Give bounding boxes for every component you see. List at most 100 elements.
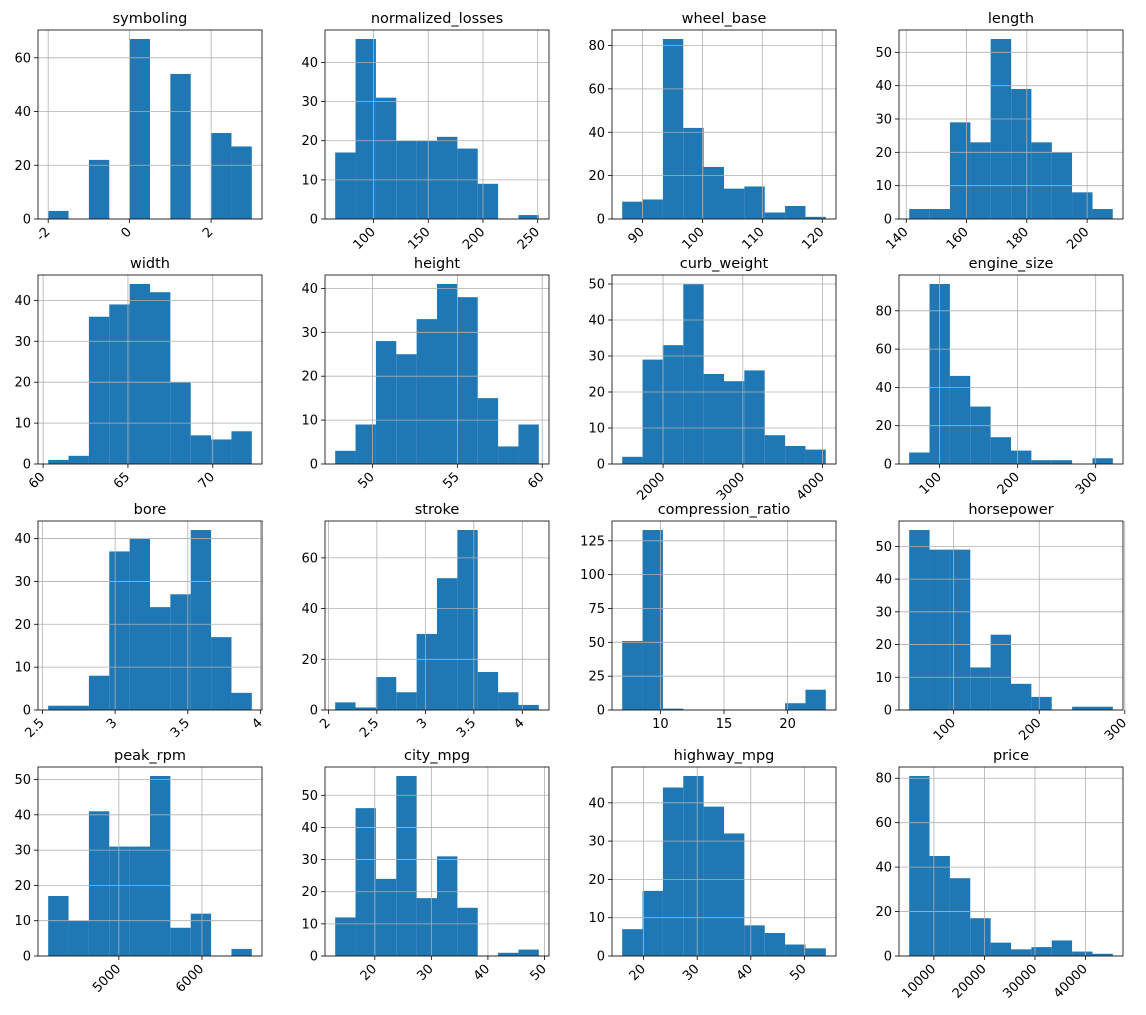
y-tick-label: 20 xyxy=(588,386,605,401)
axes-frame xyxy=(898,520,1124,711)
y-tick-label: 30 xyxy=(588,835,605,850)
y-tick-label: 20 xyxy=(875,146,892,161)
histogram-bar xyxy=(662,39,684,219)
histogram-bar xyxy=(170,73,191,219)
x-tick-label: 3 xyxy=(104,716,120,732)
y-tick-label: 20 xyxy=(301,370,318,385)
y-tick-label: 0 xyxy=(884,458,892,473)
x-tick-label: 15 xyxy=(716,717,733,732)
histogram-bar xyxy=(335,450,356,464)
histogram-bar xyxy=(724,381,745,464)
y-tick-label: 30 xyxy=(301,95,318,110)
panel-title: compression_ratio xyxy=(658,502,791,518)
histogram-bar xyxy=(518,424,539,464)
x-tick-label: 6000 xyxy=(173,962,207,996)
histogram-panel-stroke: stroke 0 20 40 60 2 2.5 3 3.5 4 xyxy=(301,502,550,741)
y-tick-label: 50 xyxy=(875,540,892,555)
histogram-bar xyxy=(48,210,69,219)
histogram-bar xyxy=(970,406,991,464)
y-tick-label: 50 xyxy=(875,46,892,61)
histogram-bar xyxy=(190,530,212,710)
histogram-bar xyxy=(990,634,1011,710)
panel-title: bore xyxy=(134,502,167,518)
histogram-bar xyxy=(1092,953,1113,956)
histogram-bar xyxy=(355,39,376,219)
histogram-bar xyxy=(355,707,376,710)
x-tick-label: 140 xyxy=(883,225,911,253)
y-tick-label: 10 xyxy=(14,661,31,676)
x-tick-label: 200 xyxy=(995,470,1023,498)
axes-frame xyxy=(611,29,837,220)
y-tick-label: 0 xyxy=(23,950,31,965)
y-tick-label: 20 xyxy=(14,159,31,174)
x-tick-label: -2 xyxy=(34,225,54,245)
histogram-bar xyxy=(805,689,826,710)
y-tick-label: 40 xyxy=(875,381,892,396)
histogram-bar xyxy=(375,97,397,219)
histogram-panel-normalized_losses: normalized_losses 0 10 20 30 40 100 150 200 250 xyxy=(301,11,550,253)
histogram-panel-horsepower: horsepower 0 10 20 30 40 50 100 200 300 xyxy=(875,502,1130,744)
axes-frame xyxy=(37,766,263,957)
x-tick-label: 70 xyxy=(196,470,218,492)
y-tick-label: 60 xyxy=(14,51,31,66)
histogram-bar xyxy=(949,549,971,710)
x-tick-label: 50 xyxy=(356,470,378,492)
y-tick-label: 40 xyxy=(14,532,31,547)
histogram-bar xyxy=(683,284,704,464)
histogram-bar xyxy=(1011,683,1032,710)
panel-title: stroke xyxy=(415,502,460,518)
y-tick-label: 10 xyxy=(301,173,318,188)
y-tick-label: 40 xyxy=(588,126,605,141)
histogram-bar xyxy=(642,530,663,710)
histogram-bar xyxy=(88,159,110,219)
axes-frame xyxy=(611,766,837,957)
histogram-bar xyxy=(416,898,437,956)
histogram-bar xyxy=(109,304,130,464)
x-tick-label: 3000 xyxy=(714,470,748,504)
x-tick-label: 5000 xyxy=(90,962,124,996)
y-tick-label: 20 xyxy=(875,905,892,920)
axes-frame xyxy=(37,274,263,465)
histogram-bar xyxy=(477,183,499,219)
x-tick-label: 3.5 xyxy=(454,716,479,741)
histogram-bar xyxy=(1051,460,1073,464)
histogram-bar xyxy=(683,776,704,956)
x-tick-label: 50 xyxy=(787,962,809,984)
histogram-bar xyxy=(1072,951,1093,956)
axes-frame xyxy=(898,29,1124,220)
histogram-bar xyxy=(929,549,950,710)
y-tick-label: 40 xyxy=(588,796,605,811)
histogram-bar xyxy=(437,284,458,464)
y-tick-label: 30 xyxy=(588,350,605,365)
panel-title: price xyxy=(993,748,1029,764)
histogram-bar xyxy=(949,878,971,956)
y-tick-label: 50 xyxy=(588,636,605,651)
y-tick-label: 10 xyxy=(14,417,31,432)
histogram-bar xyxy=(68,455,89,464)
y-tick-label: 10 xyxy=(301,414,318,429)
x-tick-label: 2 xyxy=(200,225,216,241)
histogram-bar xyxy=(764,212,786,219)
x-tick-label: 100 xyxy=(917,470,945,498)
histogram-bar xyxy=(744,925,765,956)
histogram-bar xyxy=(703,166,724,219)
x-tick-label: 150 xyxy=(405,225,433,253)
histogram-bar xyxy=(744,186,765,219)
y-tick-label: 30 xyxy=(301,326,318,341)
y-tick-label: 0 xyxy=(310,213,318,228)
histogram-bar xyxy=(929,856,950,956)
histogram-bar xyxy=(68,920,89,956)
histogram-bar xyxy=(150,607,171,710)
histogram-bar xyxy=(88,675,110,710)
panel-title: horsepower xyxy=(968,502,1053,518)
y-tick-label: 20 xyxy=(588,169,605,184)
histogram-panel-compression_ratio: compression_ratio 0 25 50 75 100 125 10 15 20 xyxy=(580,502,837,732)
axes-frame xyxy=(37,29,263,220)
histogram-bar xyxy=(498,952,519,956)
y-tick-label: 30 xyxy=(14,844,31,859)
y-tick-label: 10 xyxy=(875,179,892,194)
x-tick-label: 4 xyxy=(249,716,265,732)
histogram-panel-highway_mpg: highway_mpg 0 10 20 30 40 20 30 40 50 xyxy=(588,748,837,984)
histogram-bar xyxy=(724,188,745,219)
x-tick-label: 40 xyxy=(471,962,493,984)
